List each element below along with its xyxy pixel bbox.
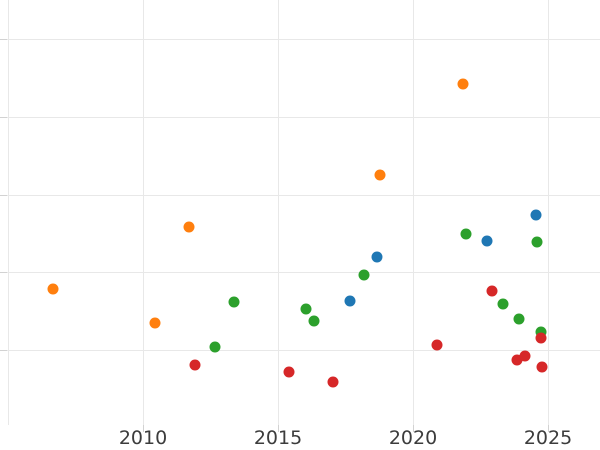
x-tick-2020 xyxy=(413,425,414,432)
gridline-x-2005 xyxy=(8,0,9,425)
data-point-red xyxy=(189,359,201,371)
data-point-blue xyxy=(344,295,356,307)
gridline-x-2010 xyxy=(143,0,144,425)
x-tick-2010 xyxy=(143,425,144,432)
gridline-x-2015 xyxy=(278,0,279,425)
x-tick-2025 xyxy=(548,425,549,432)
data-point-green xyxy=(531,236,543,248)
gridline-y-1 xyxy=(0,117,600,118)
data-point-blue xyxy=(371,251,383,263)
gridline-x-2020 xyxy=(413,0,414,425)
x-tick-2015 xyxy=(278,425,279,432)
data-point-red xyxy=(535,332,547,344)
data-point-red xyxy=(519,350,531,362)
data-point-orange xyxy=(183,221,195,233)
x-tick-label-2010: 2010 xyxy=(118,427,168,449)
data-point-orange xyxy=(457,78,469,90)
gridline-y-3 xyxy=(0,272,600,273)
data-point-red xyxy=(486,285,498,297)
data-point-green xyxy=(497,298,509,310)
y-tick-1 xyxy=(0,117,7,118)
gridline-y-4 xyxy=(0,350,600,351)
data-point-green xyxy=(209,341,221,353)
x-tick-label-2020: 2020 xyxy=(388,427,438,449)
data-point-green xyxy=(460,228,472,240)
x-tick-label-2025: 2025 xyxy=(523,427,573,449)
data-point-red xyxy=(511,354,523,366)
data-point-blue xyxy=(530,209,542,221)
data-point-orange xyxy=(149,317,161,329)
data-point-red xyxy=(283,366,295,378)
y-tick-4 xyxy=(0,350,7,351)
data-point-green xyxy=(358,269,370,281)
y-tick-3 xyxy=(0,272,7,273)
x-tick-label-2015: 2015 xyxy=(253,427,303,449)
data-point-green xyxy=(300,303,312,315)
data-point-red xyxy=(327,376,339,388)
gridline-y-2 xyxy=(0,195,600,196)
data-point-orange xyxy=(47,283,59,295)
plot-area xyxy=(0,0,600,425)
data-point-orange xyxy=(374,169,386,181)
gridline-y-0 xyxy=(0,39,600,40)
gridline-x-2025 xyxy=(548,0,549,425)
data-point-green xyxy=(228,296,240,308)
data-point-green xyxy=(513,313,525,325)
data-point-red xyxy=(431,339,443,351)
data-point-green xyxy=(308,315,320,327)
data-point-red xyxy=(536,361,548,373)
data-point-blue xyxy=(481,235,493,247)
y-tick-2 xyxy=(0,195,7,196)
data-point-green xyxy=(535,326,547,338)
y-tick-0 xyxy=(0,39,7,40)
